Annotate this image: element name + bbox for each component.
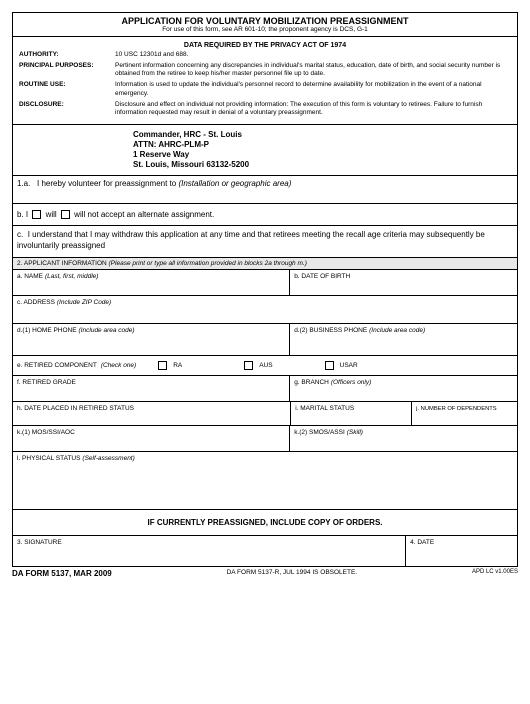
privacy-heading: DATA REQUIRED BY THE PRIVACY ACT OF 1974 [19,39,511,51]
field-1a[interactable]: 1.a. I hereby volunteer for preassignmen… [13,176,517,204]
disclosure-text: Disclosure and effect on individual not … [115,101,511,117]
form-subtitle: For use of this form, see AR 601-10; the… [17,26,513,33]
label-business-phone: d.(2) BUSINESS PHONE [294,327,367,334]
label-date-retired: h. DATE PLACED IN RETIRED STATUS [17,405,134,412]
checkbox-ra[interactable] [158,361,167,370]
field-1a-text: I hereby volunteer for preassignment to [37,179,176,188]
label-aus: AUS [259,362,272,369]
label-mos: k.(1) MOS/SSI/AOC [17,429,75,436]
field-dependents[interactable]: j. NUMBER OF DEPENDENTS [411,402,517,426]
title-block: APPLICATION FOR VOLUNTARY MOBILIZATION P… [13,13,517,37]
label-retired-component: e. RETIRED COMPONENT [17,362,97,369]
field-signature[interactable]: 3. SIGNATURE [13,536,406,566]
field-1a-prefix: 1.a. [17,179,30,188]
disclosure-label: DISCLOSURE: [19,101,115,117]
field-date-retired[interactable]: h. DATE PLACED IN RETIRED STATUS [13,402,290,426]
hint-retired-component: (Check one) [101,362,136,369]
checkbox-will-not[interactable] [61,210,70,219]
label-will-not: will not accept an alternate assignment. [74,210,214,219]
row-phones: d.(1) HOME PHONE (Include area code) d.(… [13,324,517,356]
hint-business-phone: (Include area code) [369,327,425,334]
field-dob[interactable]: b. DATE OF BIRTH [290,270,517,296]
label-address: c. ADDRESS [17,299,55,306]
field-1c-prefix: c. [17,230,23,239]
label-usar: USAR [340,362,358,369]
label-dependents: j. NUMBER OF DEPENDENTS [416,406,497,412]
label-smos: k.(2) SMOS/ASSI [294,429,345,436]
row-retired-marital-deps: h. DATE PLACED IN RETIRED STATUS i. MARI… [13,402,517,426]
section-2-title: 2. APPLICANT INFORMATION [17,260,107,267]
field-address[interactable]: c. ADDRESS (Include ZIP Code) [13,296,517,324]
label-physical: l. PHYSICAL STATUS [17,455,80,462]
hint-smos: (Skill) [347,429,363,436]
row-name-dob: a. NAME (Last, first, middle) b. DATE OF… [13,270,517,296]
hint-branch: (Officers only) [331,379,371,386]
privacy-act-block: DATA REQUIRED BY THE PRIVACY ACT OF 1974… [13,37,517,125]
label-marital: i. MARITAL STATUS [295,405,354,412]
preassign-note: IF CURRENTLY PREASSIGNED, INCLUDE COPY O… [13,510,517,536]
authority-label: AUTHORITY: [19,51,115,59]
field-1b: b. I will will not accept an alternate a… [13,204,517,226]
field-business-phone[interactable]: d.(2) BUSINESS PHONE (Include area code) [290,324,517,356]
field-1b-prefix: b. I [17,210,28,219]
row-grade-branch: f. RETIRED GRADE g. BRANCH (Officers onl… [13,376,517,402]
field-mos[interactable]: k.(1) MOS/SSI/AOC [13,426,290,452]
field-date[interactable]: 4. DATE [406,536,517,566]
field-smos[interactable]: k.(2) SMOS/ASSI (Skill) [290,426,517,452]
address-line: St. Louis, Missouri 63132-5200 [133,160,517,170]
label-dob: b. DATE OF BIRTH [294,273,350,280]
hint-name: (Last, first, middle) [45,273,98,280]
label-will: will [46,210,57,219]
row-signature-date: 3. SIGNATURE 4. DATE [13,536,517,566]
field-home-phone[interactable]: d.(1) HOME PHONE (Include area code) [13,324,290,356]
form-footer: DA FORM 5137, MAR 2009 DA FORM 5137-R, J… [12,567,518,578]
checkbox-aus[interactable] [244,361,253,370]
routine-label: ROUTINE USE: [19,81,115,97]
label-home-phone: d.(1) HOME PHONE [17,327,77,334]
footer-obsolete: DA FORM 5137-R, JUL 1994 IS OBSOLETE. [227,569,358,578]
field-1c: c. I understand that I may withdraw this… [13,226,517,258]
hint-physical: (Self-assessment) [82,455,134,462]
purposes-text: Pertinent information concerning any dis… [115,62,511,78]
section-2-header: 2. APPLICANT INFORMATION (Please print o… [13,258,517,270]
footer-form-number: DA FORM 5137, MAR 2009 [12,569,112,578]
label-ra: RA [173,362,182,369]
address-line: 1 Reserve Way [133,150,517,160]
section-2-hint: (Please print or type all information pr… [109,260,307,267]
field-marital-status[interactable]: i. MARITAL STATUS [290,402,411,426]
address-line: ATTN: AHRC-PLM-P [133,140,517,150]
checkbox-usar[interactable] [325,361,334,370]
label-date: 4. DATE [410,539,434,546]
field-1c-text: I understand that I may withdraw this ap… [17,230,485,249]
authority-text: 10 USC 12301d and 688. [115,51,188,59]
purposes-label: PRINCIPAL PURPOSES: [19,62,115,78]
hint-home-phone: (Include area code) [79,327,135,334]
hint-address: (Include ZIP Code) [57,299,111,306]
row-mos-smos: k.(1) MOS/SSI/AOC k.(2) SMOS/ASSI (Skill… [13,426,517,452]
checkbox-will[interactable] [32,210,41,219]
routine-text: Information is used to update the indivi… [115,81,511,97]
footer-version: APD LC v1.00ES [472,569,518,578]
label-name: a. NAME [17,273,43,280]
address-line: Commander, HRC - St. Louis [133,130,517,140]
label-retired-grade: f. RETIRED GRADE [17,379,76,386]
field-physical-status[interactable]: l. PHYSICAL STATUS (Self-assessment) [13,452,517,510]
field-branch[interactable]: g. BRANCH (Officers only) [290,376,517,402]
label-branch: g. BRANCH [294,379,329,386]
field-retired-component: e. RETIRED COMPONENT (Check one) RA AUS … [13,356,517,376]
label-signature: 3. SIGNATURE [17,539,62,546]
address-block: Commander, HRC - St. Louis ATTN: AHRC-PL… [13,125,517,176]
form-title: APPLICATION FOR VOLUNTARY MOBILIZATION P… [17,16,513,26]
field-1a-hint: (Installation or geographic area) [178,179,291,188]
field-name[interactable]: a. NAME (Last, first, middle) [13,270,290,296]
form-container: APPLICATION FOR VOLUNTARY MOBILIZATION P… [12,12,518,567]
field-retired-grade[interactable]: f. RETIRED GRADE [13,376,290,402]
